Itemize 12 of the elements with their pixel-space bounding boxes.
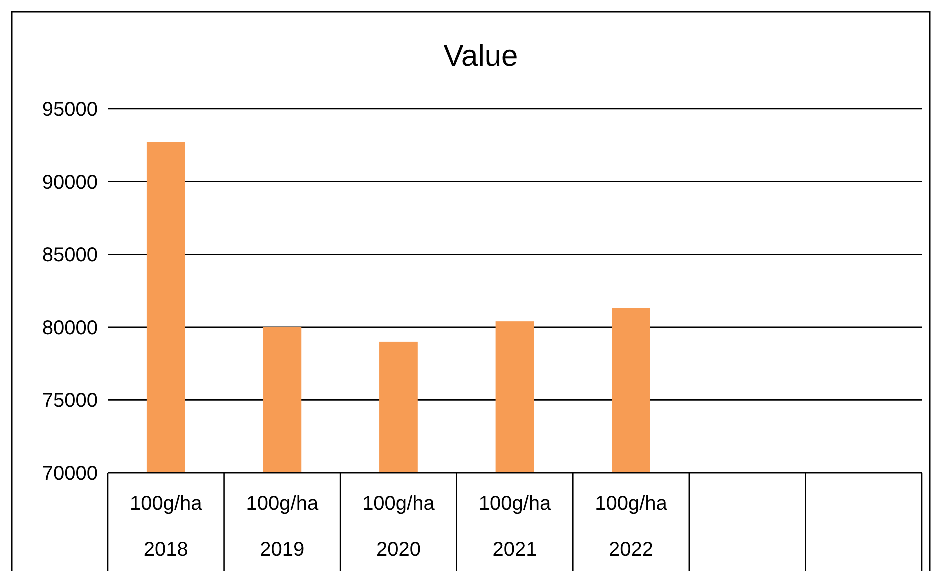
- y-tick-label: 95000: [42, 99, 98, 121]
- y-tick-label: 75000: [42, 390, 98, 412]
- category-label: 100g/ha 2021: [478, 493, 552, 561]
- chart-title: Value: [444, 40, 518, 73]
- y-tick-label: 85000: [42, 244, 98, 267]
- category-label: 100g/ha 2018: [130, 493, 202, 561]
- category-label: 100g/ha 2022: [595, 493, 668, 561]
- y-tick-label: 90000: [42, 172, 98, 194]
- category-label: 100g/ha 2019: [246, 493, 319, 561]
- y-tick-label: 80000: [42, 317, 98, 340]
- y-tick-label: 70000: [42, 463, 98, 485]
- category-label: 100g/ha 2020: [362, 493, 435, 561]
